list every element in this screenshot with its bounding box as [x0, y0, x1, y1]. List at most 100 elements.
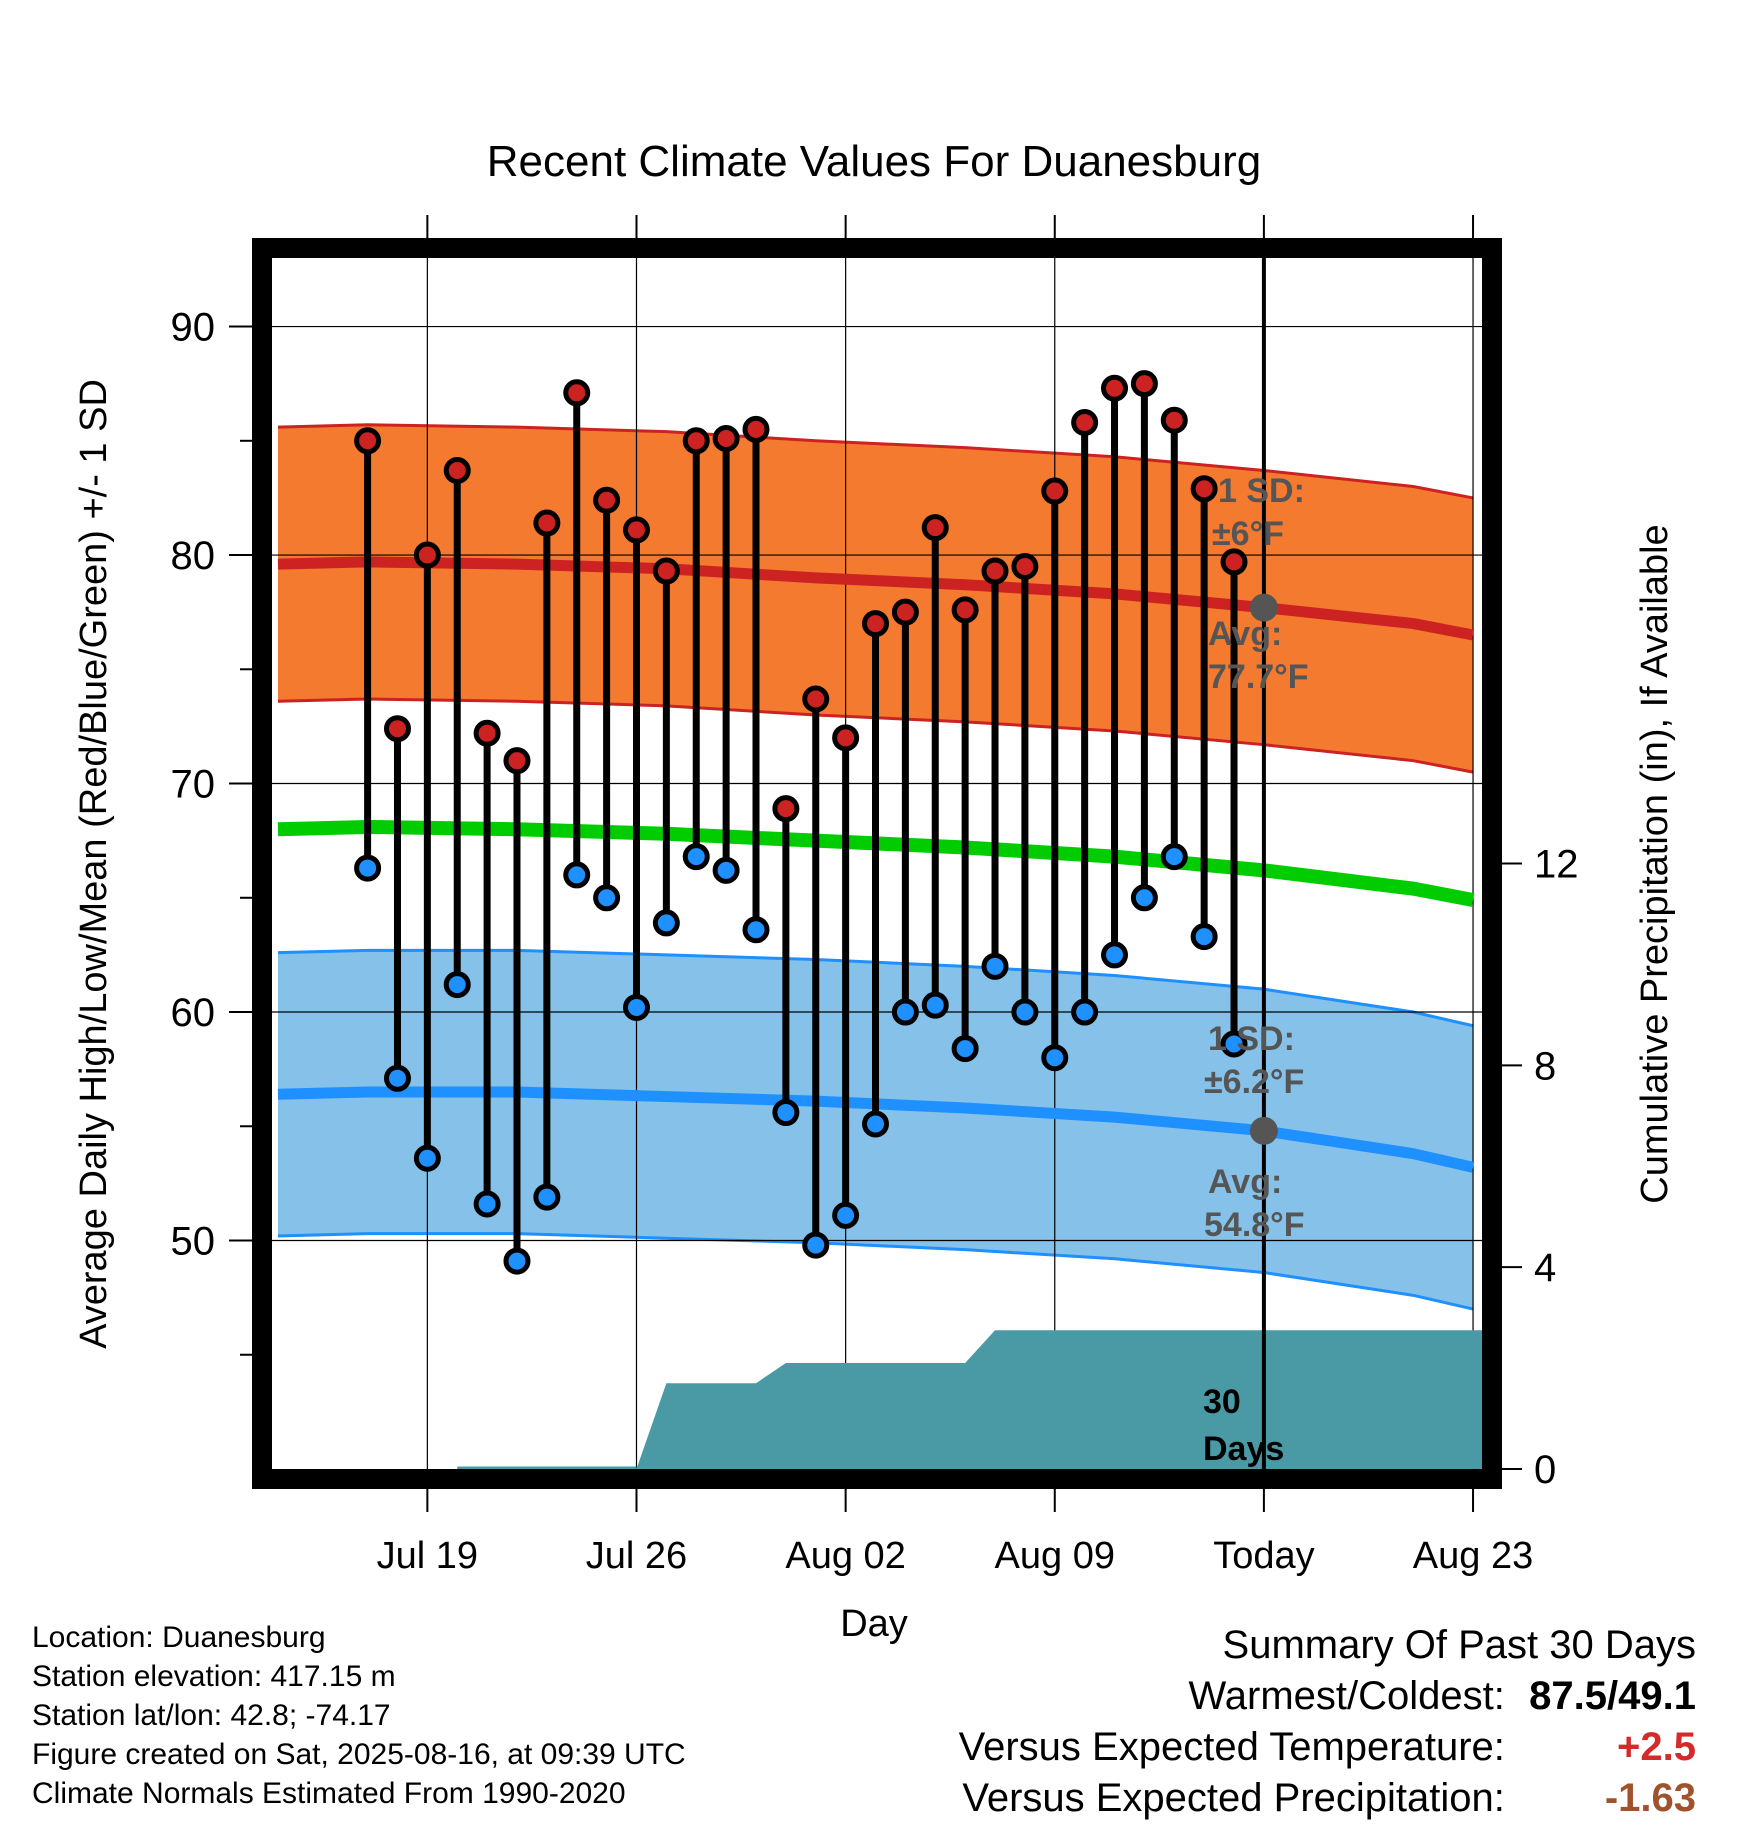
temp-label: Versus Expected Temperature:	[958, 1725, 1505, 1769]
precip-label: Versus Expected Precipitation:	[962, 1776, 1505, 1820]
low-point	[1160, 843, 1188, 871]
high-point	[921, 514, 949, 542]
y2-tick-label: 4	[1534, 1246, 1556, 1290]
high-point	[443, 456, 471, 484]
low-point	[1190, 923, 1218, 951]
y-tick-label: 50	[171, 1220, 216, 1264]
precip-area	[277, 1330, 1482, 1469]
low-point	[1101, 941, 1129, 969]
high-point	[742, 415, 770, 443]
temp-value: +2.5	[1617, 1725, 1696, 1769]
low-sd-label: 1 SD:	[1208, 1020, 1295, 1058]
location-text: Location: Duanesburg	[32, 1621, 326, 1654]
precip-row: Versus Expected Precipitation: -1.63	[959, 1773, 1696, 1824]
x-tick-label: Aug 09	[995, 1535, 1115, 1577]
low-mean-line	[277, 1086, 1475, 1173]
high-point	[1220, 548, 1248, 576]
low-point	[1071, 998, 1099, 1026]
high-point	[1041, 477, 1069, 505]
high-point	[981, 557, 1009, 585]
high-point	[891, 598, 919, 626]
high-avg-value: 77.7°F	[1208, 658, 1309, 696]
high-point	[1101, 374, 1129, 402]
y-tick-label: 80	[171, 534, 216, 578]
daily-mean-line	[277, 819, 1475, 907]
low-point	[712, 856, 740, 884]
low-point	[742, 916, 770, 944]
station-info: Location: Duanesburg Station elevation: …	[32, 1618, 686, 1813]
low-sd-value: ±6.2°F	[1204, 1063, 1304, 1101]
high-point	[1190, 475, 1218, 503]
low-point	[682, 843, 710, 871]
daily-observations	[354, 370, 1248, 1275]
low-point	[772, 1099, 800, 1127]
high-mean-line	[277, 556, 1475, 641]
low-point	[802, 1231, 830, 1259]
x-tick-label: Aug 23	[1413, 1535, 1533, 1577]
period-number: 30	[1203, 1383, 1241, 1421]
low-point	[652, 909, 680, 937]
high-point	[682, 427, 710, 455]
low-point	[563, 861, 591, 889]
low-point	[413, 1144, 441, 1172]
low-point	[832, 1201, 860, 1229]
warmest-row: Warmest/Coldest: 87.5/49.1	[959, 1671, 1697, 1722]
high-point	[413, 541, 441, 569]
today-high-avg-marker	[1249, 593, 1278, 622]
summary-heading: Summary Of Past 30 Days	[1222, 1623, 1696, 1667]
normals-text: Climate Normals Estimated From 1990-2020	[32, 1777, 626, 1810]
axes: 50 60 70 80 90 0 4 8 12 Jul 19 Jul 26 Aug 02 Aug 09 T…	[171, 215, 1579, 1577]
summary-panel: Summary Of Past 30 Days Warmest/Coldest:…	[959, 1620, 1696, 1824]
low-point	[1130, 884, 1158, 912]
today-low-avg-marker	[1249, 1116, 1278, 1145]
low-point	[443, 971, 471, 999]
chart-title: Recent Climate Values For Duanesburg	[487, 137, 1261, 186]
high-point	[473, 719, 501, 747]
precip-value: -1.63	[1604, 1776, 1696, 1820]
grid-lines	[272, 258, 1482, 1469]
low-point	[533, 1183, 561, 1211]
x-axis-title: Day	[840, 1603, 908, 1645]
elevation-text: Station elevation: 417.15 m	[32, 1660, 396, 1693]
low-point	[1220, 1030, 1248, 1058]
high-point	[354, 427, 382, 455]
low-point	[981, 952, 1009, 980]
high-point	[832, 724, 860, 752]
high-point	[1130, 370, 1158, 398]
high-sd-label: 1 SD:	[1218, 472, 1305, 510]
low-point	[951, 1035, 979, 1063]
warmest-value: 87.5/49.1	[1529, 1674, 1696, 1718]
low-avg-label: Avg:	[1208, 1163, 1282, 1201]
y-axis-title: Average Daily High/Low/Mean (Red/Blue/Gr…	[73, 379, 115, 1349]
y2-tick-label: 0	[1534, 1448, 1556, 1492]
x-tick-label: Jul 19	[377, 1535, 478, 1577]
high-point	[712, 425, 740, 453]
high-point	[862, 610, 890, 638]
latlon-text: Station lat/lon: 42.8; -74.17	[32, 1699, 391, 1732]
high-point	[772, 795, 800, 823]
high-avg-label: Avg:	[1208, 615, 1282, 653]
high-point	[1160, 406, 1188, 434]
low-avg-value: 54.8°F	[1204, 1206, 1305, 1244]
high-point	[1011, 552, 1039, 580]
low-point	[921, 991, 949, 1019]
low-point	[1041, 1044, 1069, 1072]
normal-lines	[277, 556, 1475, 1173]
precip-area-fill	[277, 1330, 1482, 1469]
low-point	[354, 854, 382, 882]
temp-row: Versus Expected Temperature: +2.5	[959, 1722, 1696, 1773]
y2-tick-label: 12	[1534, 843, 1579, 887]
x-tick-label: Jul 26	[586, 1535, 687, 1577]
x-tick-label: Aug 02	[785, 1535, 905, 1577]
low-point	[593, 884, 621, 912]
period-unit: Days	[1203, 1430, 1284, 1468]
warmest-label: Warmest/Coldest:	[1188, 1674, 1505, 1718]
low-point	[1011, 998, 1039, 1026]
y-tick-label: 60	[171, 991, 216, 1035]
high-sd-band-upper-edge	[277, 423, 1474, 500]
low-point	[383, 1064, 411, 1092]
y-tick-label: 70	[171, 763, 216, 807]
low-point	[622, 993, 650, 1021]
plot-frame	[252, 238, 1502, 1489]
